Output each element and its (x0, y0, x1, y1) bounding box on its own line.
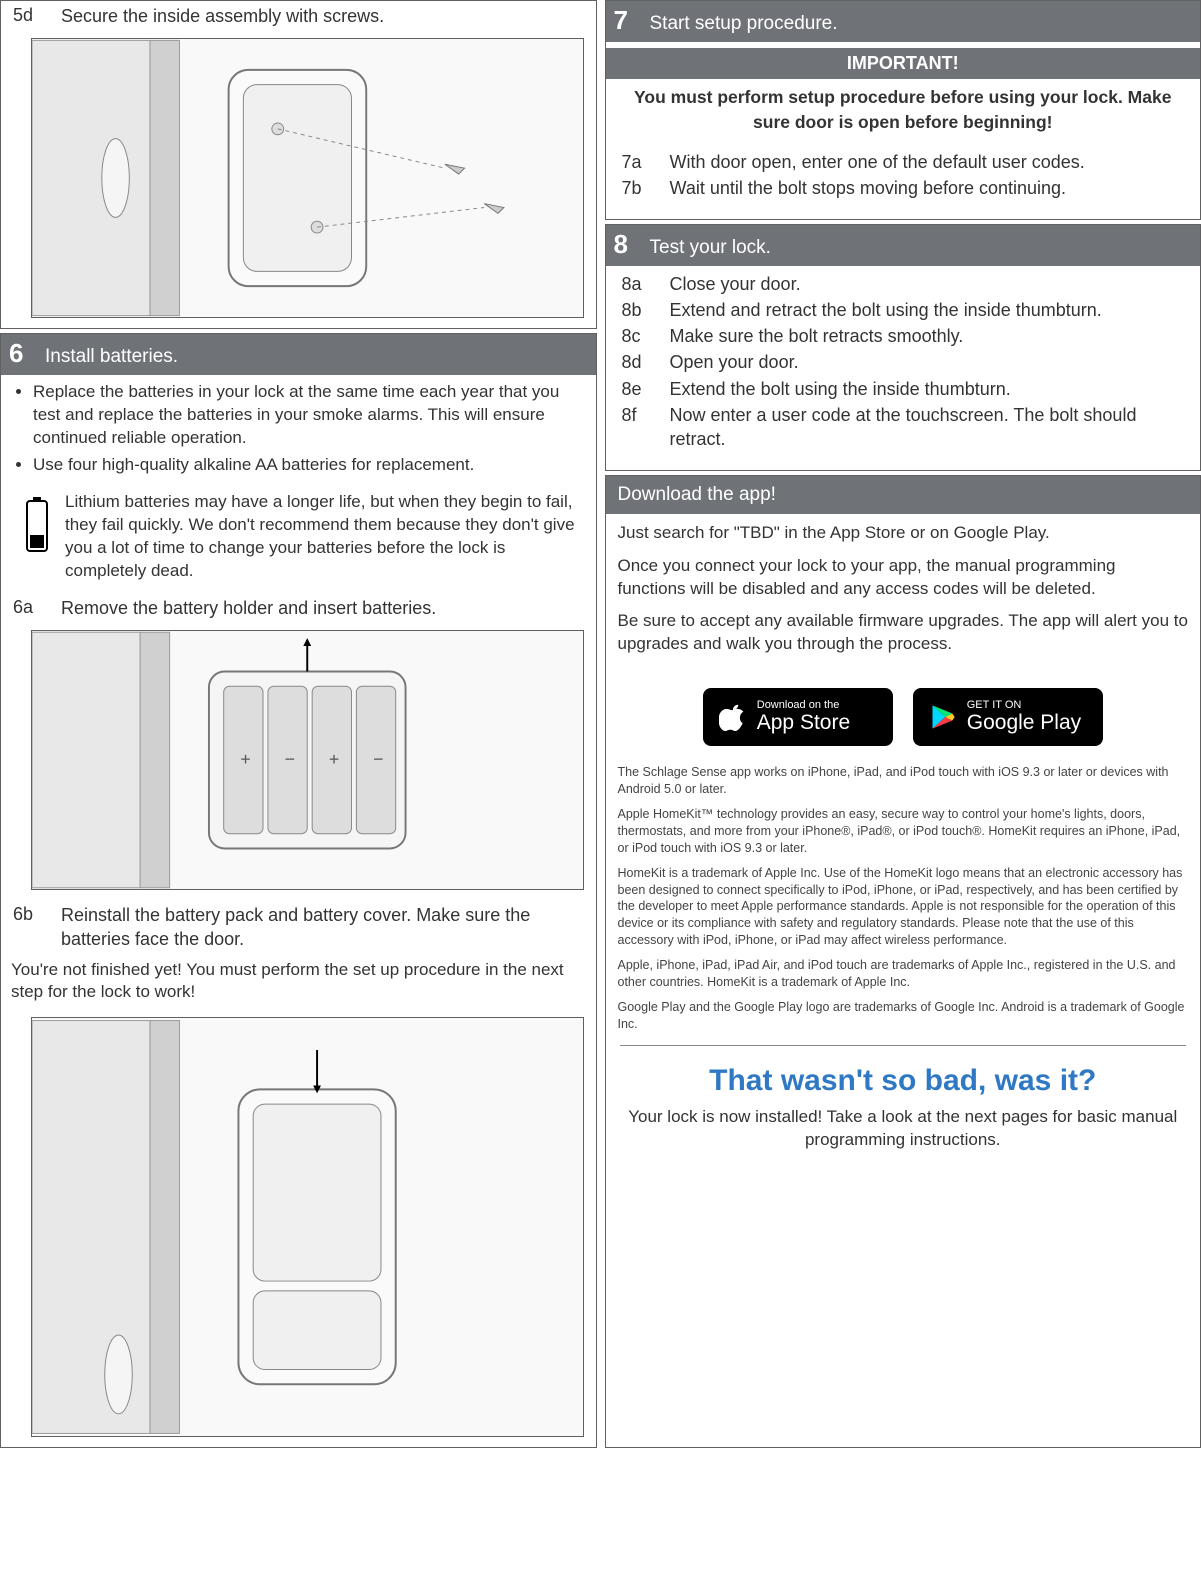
battery-icon (25, 497, 49, 553)
panel-6: 6 Install batteries. Replace the batteri… (0, 333, 597, 1448)
important-text: You must perform setup procedure before … (606, 79, 1201, 144)
svg-text:−: − (285, 749, 295, 769)
bullet: Use four high-quality alkaline AA batter… (33, 454, 580, 477)
list-item: 7a With door open, enter one of the defa… (622, 150, 1185, 174)
substep-6b: 6b Reinstall the battery pack and batter… (1, 900, 596, 955)
step8-header: 8 Test your lock. (606, 225, 1201, 266)
item-text: Extend the bolt using the inside thumbtu… (670, 377, 1185, 401)
fineprint-line: Apple HomeKit™ technology provides an ea… (618, 806, 1189, 857)
step6-num: 6 (9, 338, 31, 369)
svg-text:+: + (329, 749, 339, 769)
step6-title: Install batteries. (45, 346, 178, 368)
item-label: 8f (622, 403, 656, 452)
fineprint-line: Apple, iPhone, iPad, iPad Air, and iPod … (618, 957, 1189, 991)
download-p2: Once you connect your lock to your app, … (618, 555, 1189, 601)
substep-label: 5d (13, 5, 47, 28)
item-label: 8b (622, 298, 656, 322)
step8-title: Test your lock. (650, 237, 771, 259)
step8-num: 8 (614, 229, 636, 260)
left-column: 5d Secure the inside assembly with screw… (0, 0, 601, 1452)
illustration-6b (31, 1017, 584, 1437)
illustration-6a: + − + − (31, 630, 584, 890)
download-p3: Be sure to accept any available firmware… (618, 610, 1189, 656)
panel-8: 8 Test your lock. 8a Close your door. 8b E… (605, 224, 1201, 471)
closing-title: That wasn't so bad, was it? (626, 1064, 1181, 1098)
panel-5d: 5d Secure the inside assembly with screw… (0, 0, 597, 329)
step7-title: Start setup procedure. (650, 13, 838, 35)
not-finished-text: You're not finished yet! You must perfor… (1, 955, 596, 1011)
item-text: Wait until the bolt stops moving before … (670, 176, 1185, 200)
download-p1: Just search for "TBD" in the App Store o… (618, 522, 1189, 545)
fineprint-line: Google Play and the Google Play logo are… (618, 999, 1189, 1033)
item-text: Open your door. (670, 350, 1185, 374)
svg-text:−: − (373, 749, 383, 769)
battery-note: Lithium batteries may have a longer life… (1, 487, 596, 593)
substep-text: Reinstall the battery pack and battery c… (61, 904, 584, 951)
download-body: Just search for "TBD" in the App Store o… (606, 514, 1201, 675)
list-item: 8b Extend and retract the bolt using the … (622, 298, 1185, 322)
step7-header: 7 Start setup procedure. (606, 1, 1201, 42)
item-label: 8c (622, 324, 656, 348)
fineprint: The Schlage Sense app works on iPhone, i… (606, 764, 1201, 1032)
fineprint-line: HomeKit is a trademark of Apple Inc. Use… (618, 865, 1189, 949)
step7-num: 7 (614, 5, 636, 36)
google-play-icon (929, 703, 957, 731)
closing: That wasn't so bad, was it? Your lock is… (606, 1058, 1201, 1182)
substep-label: 6b (13, 904, 47, 951)
download-header: Download the app! (606, 476, 1201, 514)
item-label: 7a (622, 150, 656, 174)
battery-holder-icon: + − + − (32, 631, 583, 889)
list-item: 7b Wait until the bolt stops moving befo… (622, 176, 1185, 200)
item-text: With door open, enter one of the default… (670, 150, 1185, 174)
google-play-badge[interactable]: GET IT ON Google Play (913, 688, 1103, 746)
list-item: 8c Make sure the bolt retracts smoothly. (622, 324, 1185, 348)
bullet: Replace the batteries in your lock at th… (33, 381, 580, 450)
panel-7: 7 Start setup procedure. IMPORTANT! You … (605, 0, 1201, 220)
step6-header: 6 Install batteries. (1, 334, 596, 375)
googleplay-big: Google Play (967, 711, 1081, 734)
svg-text:+: + (240, 749, 250, 769)
substep-label: 6a (13, 597, 47, 620)
list-item: 8f Now enter a user code at the touchscre… (622, 403, 1185, 452)
panel-download: Download the app! Just search for "TBD" … (605, 475, 1201, 1449)
right-column: 7 Start setup procedure. IMPORTANT! You … (601, 0, 1201, 1452)
substep-5d: 5d Secure the inside assembly with screw… (1, 1, 596, 32)
item-label: 8e (622, 377, 656, 401)
fineprint-line: The Schlage Sense app works on iPhone, i… (618, 764, 1189, 798)
googleplay-small: GET IT ON (967, 700, 1081, 711)
list-item: 8d Open your door. (622, 350, 1185, 374)
appstore-small: Download on the (757, 700, 850, 711)
store-badges: Download on the App Store GET IT ON Goog… (606, 674, 1201, 764)
item-text: Extend and retract the bolt using the in… (670, 298, 1185, 322)
item-label: 7b (622, 176, 656, 200)
list-item: 8a Close your door. (622, 272, 1185, 296)
page: 5d Secure the inside assembly with screw… (0, 0, 1201, 1452)
step7-items: 7a With door open, enter one of the defa… (606, 144, 1201, 219)
step8-items: 8a Close your door. 8b Extend and retract … (606, 266, 1201, 470)
separator (620, 1045, 1187, 1046)
substep-text: Remove the battery holder and insert bat… (61, 597, 584, 620)
lock-assembly-icon (32, 39, 583, 317)
illustration-5d (31, 38, 584, 318)
closing-body: Your lock is now installed! Take a look … (626, 1106, 1181, 1152)
appstore-big: App Store (757, 711, 850, 734)
list-item: 8e Extend the bolt using the inside thumb… (622, 377, 1185, 401)
important-bar: IMPORTANT! (606, 48, 1201, 79)
item-text: Now enter a user code at the touchscreen… (670, 403, 1185, 452)
step6-bullets: Replace the batteries in your lock at th… (1, 375, 596, 487)
battery-cover-icon (32, 1018, 583, 1436)
apple-icon (719, 703, 747, 731)
item-text: Make sure the bolt retracts smoothly. (670, 324, 1185, 348)
item-label: 8a (622, 272, 656, 296)
app-store-badge[interactable]: Download on the App Store (703, 688, 893, 746)
item-label: 8d (622, 350, 656, 374)
substep-6a: 6a Remove the battery holder and insert … (1, 593, 596, 624)
battery-note-text: Lithium batteries may have a longer life… (65, 491, 580, 583)
substep-text: Secure the inside assembly with screws. (61, 5, 584, 28)
item-text: Close your door. (670, 272, 1185, 296)
